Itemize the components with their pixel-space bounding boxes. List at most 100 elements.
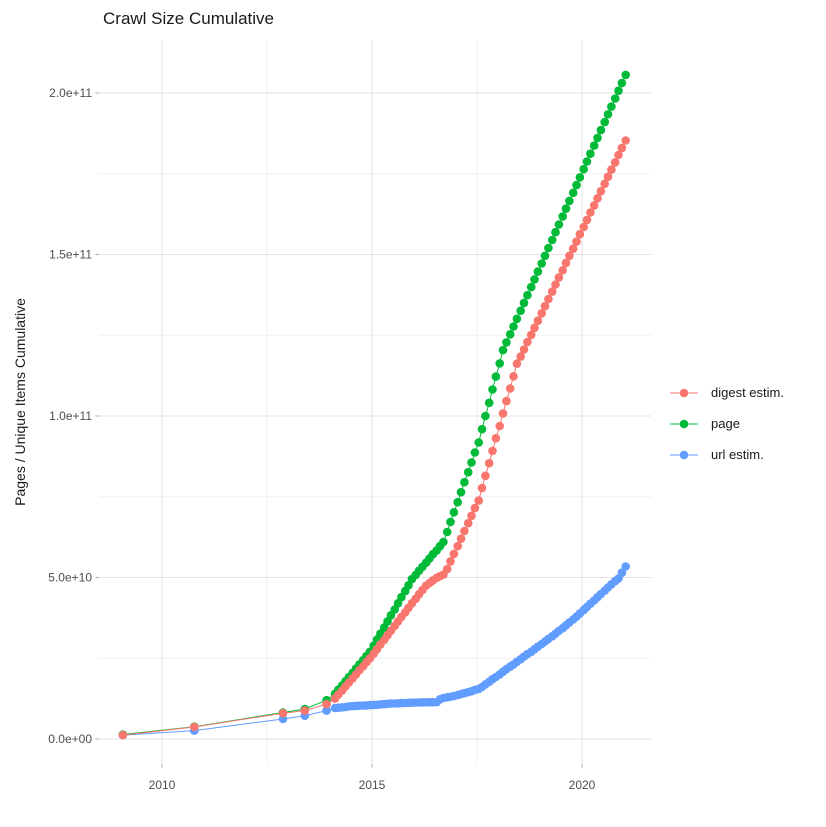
series-point-digest-estim- — [474, 496, 484, 505]
legend-label: url estim. — [711, 447, 764, 462]
series-point-page — [512, 314, 522, 324]
series-point-page — [498, 345, 508, 355]
series-point-page — [551, 227, 560, 237]
series-point-digest-estim- — [190, 722, 199, 732]
series-point-page — [540, 251, 550, 261]
series-point-page — [505, 330, 515, 339]
series-point-page — [544, 243, 553, 253]
series-point-digest-estim- — [530, 323, 539, 333]
legend-row: digest estim. — [670, 377, 784, 408]
series-point-page — [446, 517, 455, 527]
series-point-digest-estim- — [607, 165, 616, 174]
series-point-digest-estim- — [558, 266, 567, 275]
series-point-digest-estim- — [582, 215, 592, 225]
series-point-digest-estim- — [498, 409, 508, 418]
series-point-page — [610, 94, 620, 103]
series-point-page — [568, 188, 578, 198]
series-point-digest-estim- — [589, 201, 599, 210]
series-point-page — [449, 508, 459, 517]
series-point-page — [533, 267, 543, 276]
series-point-digest-estim- — [537, 309, 546, 318]
series-point-digest-estim- — [502, 396, 511, 406]
series-point-page — [481, 411, 490, 421]
series-point-digest-estim- — [540, 301, 550, 311]
series-point-digest-estim- — [300, 706, 310, 715]
series-point-page — [509, 322, 518, 331]
series-point-digest-estim- — [572, 237, 581, 246]
series-point-digest-estim- — [533, 316, 543, 326]
series-point-page — [495, 359, 505, 368]
y-tick-label: 1.5e+11 — [49, 248, 92, 262]
legend-label: digest estim. — [711, 385, 784, 400]
series-point-digest-estim- — [565, 251, 574, 261]
series-point-digest-estim- — [568, 244, 578, 253]
series-point-digest-estim- — [516, 352, 525, 361]
series-point-page — [470, 448, 480, 457]
series-point-page — [565, 196, 574, 206]
series-point-page — [537, 259, 546, 268]
series-point-digest-estim- — [603, 172, 613, 181]
series-point-page — [607, 102, 616, 111]
series-point-digest-estim- — [551, 280, 560, 289]
series-point-page — [596, 125, 606, 135]
series-point-digest-estim- — [547, 287, 557, 296]
y-tick-label: 1.0e+11 — [49, 409, 92, 423]
series-point-page — [589, 141, 599, 150]
series-point-page — [561, 204, 571, 213]
series-point-page — [554, 220, 564, 229]
series-point-digest-estim- — [322, 699, 331, 709]
x-tick-label: 2020 — [569, 778, 596, 792]
series-point-digest-estim- — [463, 518, 473, 528]
legend-key-icon — [670, 388, 698, 397]
legend-key-icon — [670, 419, 698, 428]
series-point-digest-estim- — [614, 150, 623, 160]
series-point-page — [593, 133, 602, 143]
series-point-digest-estim- — [453, 541, 463, 551]
series-point-page — [523, 290, 532, 300]
y-tick-label: 2.0e+11 — [49, 86, 92, 100]
series-point-digest-estim- — [554, 273, 564, 282]
series-point-digest-estim- — [596, 186, 606, 196]
series-point-page — [488, 385, 497, 394]
series-point-page — [467, 458, 476, 467]
series-point-digest-estim- — [484, 458, 494, 468]
y-tick-label: 0.0e+00 — [48, 732, 92, 746]
series-point-digest-estim- — [509, 372, 518, 381]
series-point-digest-estim- — [470, 503, 480, 513]
series-point-digest-estim- — [512, 359, 522, 369]
series-point-digest-estim- — [544, 294, 553, 304]
series-point-digest-estim- — [526, 330, 536, 340]
series-point-digest-estim- — [456, 534, 466, 543]
series-point-digest-estim- — [449, 549, 459, 559]
series-point-page — [474, 438, 484, 447]
legend-row: url estim. — [670, 439, 784, 470]
series-point-page — [530, 275, 539, 284]
series-point-page — [439, 537, 448, 547]
series-point-digest-estim- — [586, 208, 595, 217]
series-point-page — [579, 164, 588, 174]
series-point-url-estim- — [621, 562, 630, 571]
legend: digest estim. page url estim. — [670, 377, 784, 470]
series-point-page — [526, 282, 536, 292]
series-point-digest-estim- — [579, 222, 588, 232]
series-point-page — [547, 235, 557, 245]
series-point-page — [484, 398, 494, 408]
series-point-page — [519, 298, 529, 308]
series-point-url-estim- — [617, 568, 627, 577]
series-point-digest-estim- — [460, 526, 469, 536]
series-point-page — [614, 86, 623, 95]
series-point-page — [491, 372, 501, 381]
series-point-page — [502, 338, 511, 347]
series-point-digest-estim- — [561, 258, 571, 268]
series-point-digest-estim- — [575, 229, 585, 239]
series-point-page — [575, 173, 585, 182]
series-point-digest-estim- — [446, 557, 455, 566]
series-point-digest-estim- — [467, 511, 476, 521]
series-point-digest-estim- — [278, 708, 288, 718]
series-point-page — [456, 487, 466, 497]
x-tick-label: 2010 — [149, 778, 176, 792]
series-point-digest-estim- — [118, 730, 128, 740]
series-point-page — [516, 306, 525, 316]
